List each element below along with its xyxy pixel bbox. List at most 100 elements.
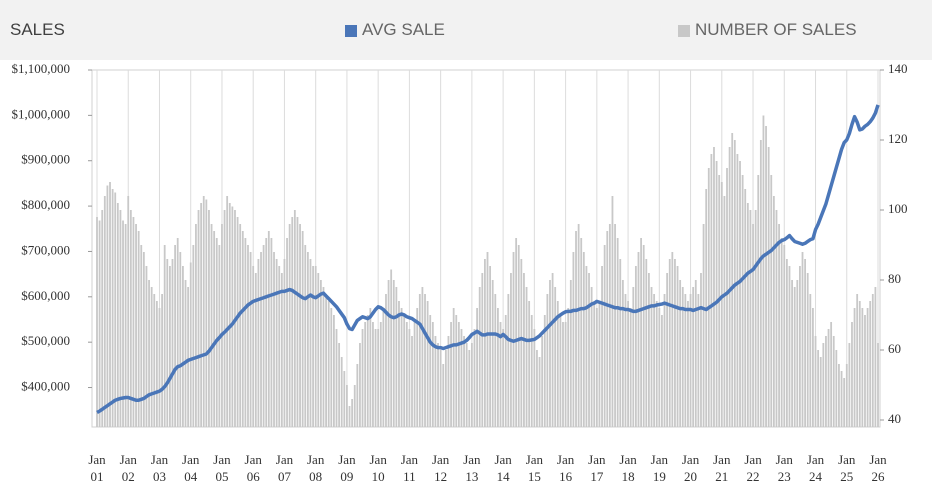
bar: [603, 245, 606, 427]
x-tick-label: Jan 05: [213, 452, 231, 484]
bar: [184, 280, 187, 427]
bar: [127, 196, 130, 427]
bar: [536, 350, 538, 427]
bar: [460, 329, 463, 427]
bar: [283, 259, 286, 427]
bar: [346, 385, 348, 427]
bar: [338, 343, 341, 427]
bar: [510, 273, 512, 427]
bar: [707, 168, 710, 427]
bar: [192, 245, 195, 427]
bar: [634, 266, 637, 427]
bar: [681, 287, 684, 427]
y-tick-label: $700,000: [21, 242, 70, 257]
legend-label: NUMBER OF SALES: [695, 20, 857, 39]
bar: [257, 259, 260, 427]
bar: [593, 301, 596, 427]
bar: [319, 280, 322, 427]
bar: [525, 287, 528, 427]
bar: [692, 287, 695, 427]
bar: [377, 329, 380, 427]
bar: [176, 238, 179, 427]
bar: [801, 252, 804, 427]
bar: [398, 301, 400, 427]
bar: [697, 294, 700, 427]
bar: [142, 252, 145, 427]
bar: [556, 301, 559, 427]
bar: [330, 308, 333, 427]
bar: [155, 301, 158, 427]
bar: [741, 175, 744, 427]
bar: [124, 224, 127, 427]
bar: [541, 336, 544, 427]
bar: [140, 245, 143, 427]
bar: [650, 287, 653, 427]
bar: [369, 308, 372, 427]
bar: [562, 322, 564, 427]
bar: [450, 322, 452, 427]
bar: [400, 308, 403, 427]
bar: [340, 357, 343, 427]
x-tick-label: Jan 07: [275, 452, 294, 484]
bar: [174, 245, 176, 427]
bar: [832, 336, 835, 427]
bar: [569, 280, 572, 427]
bar: [153, 294, 156, 427]
bar: [666, 273, 669, 427]
y2-tick-label: 120: [888, 131, 908, 146]
bar: [359, 343, 361, 427]
bar: [877, 343, 879, 427]
bar: [530, 315, 533, 427]
bar: [481, 273, 484, 427]
bar: [866, 308, 869, 427]
bar: [452, 308, 455, 427]
bar: [765, 126, 767, 427]
bar: [825, 336, 827, 427]
bar: [869, 301, 872, 427]
bar: [840, 371, 843, 427]
x-tick-label: Jan 12: [431, 452, 450, 484]
bar: [231, 206, 234, 427]
bar: [598, 301, 601, 427]
bar: [254, 273, 257, 427]
bar: [614, 224, 616, 427]
bar: [158, 308, 161, 427]
bar: [694, 280, 697, 427]
bar: [585, 266, 588, 427]
bar: [455, 315, 458, 427]
bar: [533, 329, 536, 427]
bar: [577, 224, 580, 427]
bar: [567, 308, 570, 427]
bar: [304, 245, 307, 427]
bar: [551, 273, 554, 427]
bar: [244, 238, 247, 427]
y-tick-label: $500,000: [21, 333, 70, 348]
x-tick-label: Jan 18: [619, 452, 637, 484]
bar: [726, 168, 728, 427]
bar: [611, 196, 614, 427]
bar: [793, 287, 796, 427]
bar: [236, 217, 239, 427]
bar: [621, 280, 624, 427]
bar: [205, 199, 208, 427]
bar: [98, 220, 101, 427]
bar: [421, 287, 424, 427]
bar: [517, 245, 520, 427]
bar: [187, 287, 190, 427]
bar: [210, 224, 213, 427]
bar: [851, 322, 853, 427]
y-tick-label: $400,000: [21, 379, 70, 394]
x-tick-label: Jan 20: [681, 452, 700, 484]
bar: [752, 224, 754, 427]
bar: [629, 308, 632, 427]
bar: [791, 280, 793, 427]
bar: [215, 238, 218, 427]
bar: [762, 115, 765, 427]
bar: [470, 343, 473, 427]
bar: [132, 217, 135, 427]
bar: [465, 343, 468, 427]
bar: [379, 322, 382, 427]
bar: [447, 336, 450, 427]
bar: [403, 315, 406, 427]
bar: [437, 343, 439, 427]
